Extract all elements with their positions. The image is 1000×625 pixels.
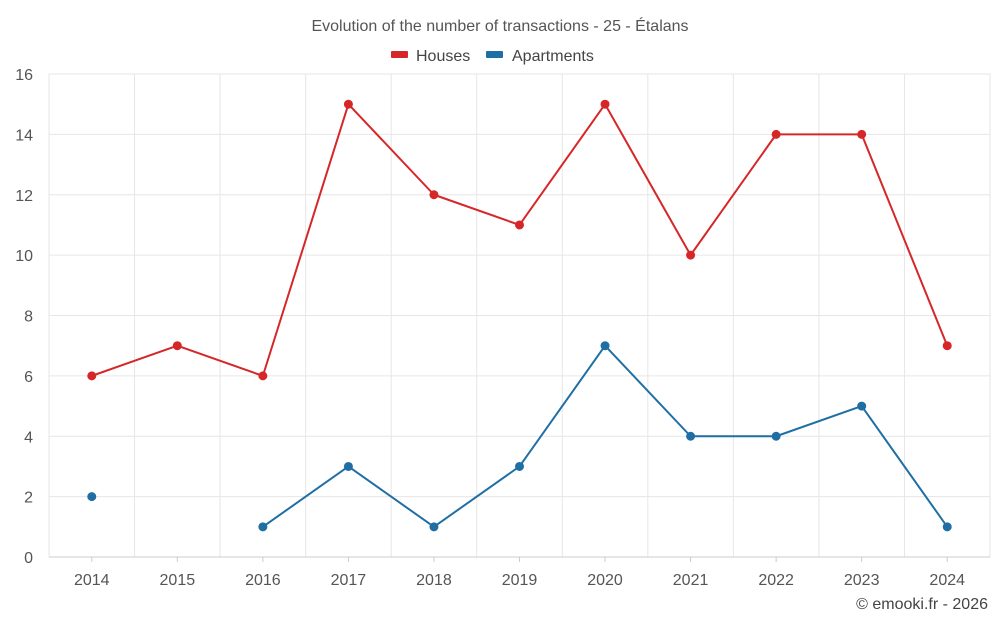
apartments-legend-swatch — [486, 51, 503, 58]
y-tick-label-6: 6 — [24, 369, 33, 386]
legend-item-apartments[interactable]: Apartments — [486, 48, 594, 65]
apartments-point-2024[interactable] — [942, 522, 952, 532]
x-tick-label-2015: 2015 — [160, 572, 196, 589]
houses-point-2018[interactable] — [429, 190, 439, 200]
houses-point-2021[interactable] — [686, 250, 696, 260]
x-tick-label-2017: 2017 — [331, 572, 367, 589]
legend-item-houses[interactable]: Houses — [391, 48, 470, 65]
houses-point-2023[interactable] — [857, 129, 867, 139]
apartments-point-2017[interactable] — [343, 461, 353, 471]
y-tick-label-4: 4 — [24, 429, 33, 446]
y-tick-label-0: 0 — [24, 550, 33, 567]
x-tick-label-2023: 2023 — [844, 572, 880, 589]
y-tick-label-8: 8 — [24, 309, 33, 326]
y-tick-label-2: 2 — [24, 490, 33, 507]
houses-point-2015[interactable] — [172, 341, 182, 351]
y-tick-label-14: 14 — [15, 127, 33, 144]
houses-point-2014[interactable] — [87, 371, 97, 381]
x-tick-label-2020: 2020 — [587, 572, 623, 589]
x-tick-label-2018: 2018 — [416, 572, 452, 589]
chart-title: Evolution of the number of transactions … — [311, 16, 688, 35]
y-tick-label-16: 16 — [15, 67, 33, 84]
apartments-series — [87, 341, 952, 532]
grid — [48, 73, 991, 558]
apartments-point-2022[interactable] — [771, 431, 781, 441]
series-layer — [87, 99, 952, 532]
x-axis: 2014 2015 2016 2017 2018 2019 2020 2021 2022 2023… — [49, 556, 990, 589]
apartments-legend-label: Apartments — [512, 48, 594, 65]
x-tick-label-2022: 2022 — [758, 572, 794, 589]
apartments-point-2018[interactable] — [429, 522, 439, 532]
houses-point-2019[interactable] — [515, 220, 524, 230]
apartments-point-2021[interactable] — [686, 431, 696, 441]
apartments-point-2014[interactable] — [87, 492, 97, 502]
x-tick-label-2016: 2016 — [245, 572, 281, 589]
houses-legend-swatch — [391, 51, 408, 58]
houses-point-2020[interactable] — [600, 99, 610, 109]
houses-point-2016[interactable] — [258, 371, 268, 381]
apartments-point-2023[interactable] — [857, 401, 867, 411]
y-tick-label-12: 12 — [15, 188, 33, 205]
chart-credit: © emooki.fr - 2026 — [856, 596, 988, 613]
apartments-point-2020[interactable] — [600, 341, 610, 351]
x-tick-label-2019: 2019 — [502, 572, 538, 589]
apartments-point-2016[interactable] — [258, 522, 268, 532]
apartments-point-2019[interactable] — [515, 461, 524, 471]
houses-point-2024[interactable] — [942, 341, 952, 351]
y-axis: 0 2 4 6 8 10 12 14 16 — [15, 67, 33, 567]
houses-point-2022[interactable] — [771, 129, 781, 139]
x-tick-label-2024: 2024 — [929, 572, 965, 589]
x-tick-label-2014: 2014 — [74, 572, 110, 589]
x-tick-label-2021: 2021 — [673, 572, 709, 589]
houses-series — [87, 99, 952, 381]
y-tick-label-10: 10 — [15, 248, 33, 265]
houses-point-2017[interactable] — [343, 99, 353, 109]
houses-legend-label: Houses — [416, 48, 470, 65]
legend: Houses Apartments — [391, 48, 594, 65]
